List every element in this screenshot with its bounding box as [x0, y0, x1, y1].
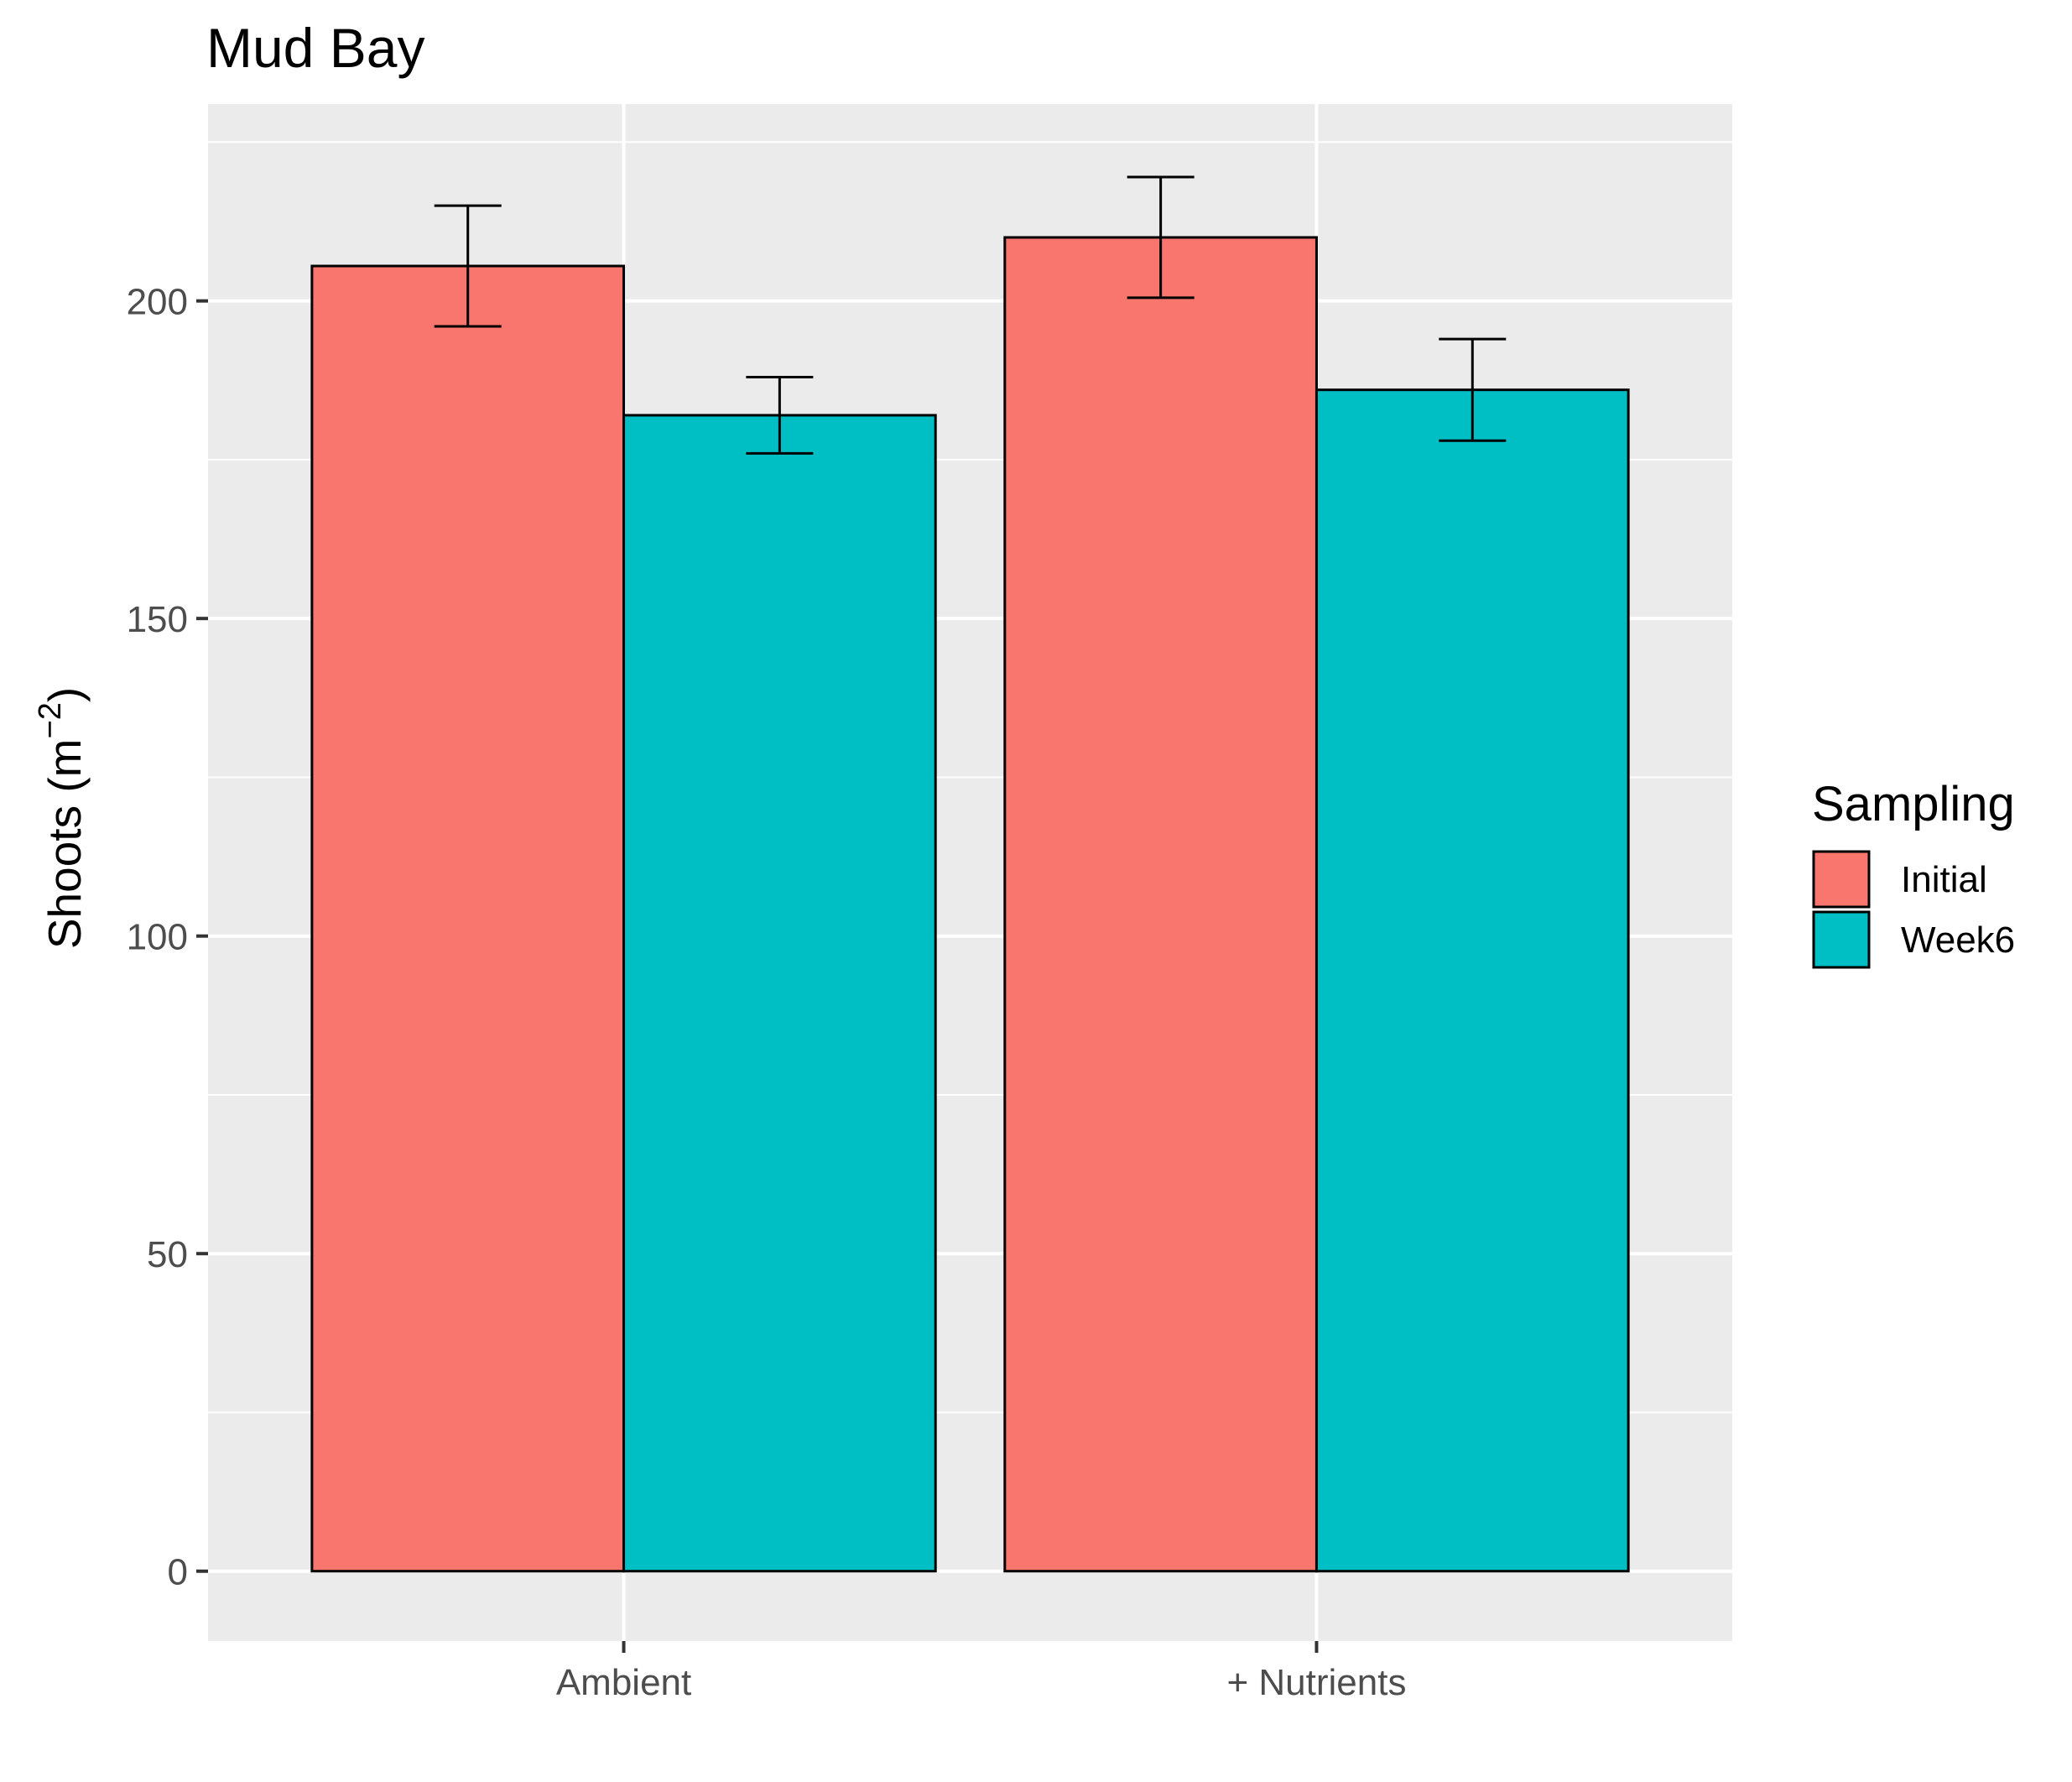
y-axis-title-superscript: −2 [33, 702, 68, 738]
x-tick-label: Ambient [556, 1662, 691, 1703]
bar-initial-2 [1003, 236, 1318, 1573]
legend-key-initial [1812, 850, 1871, 909]
y-axis-title-main: Shoots (m [39, 739, 91, 950]
error-bar-initial-1 [434, 204, 502, 328]
y-axis-title: Shoots (m−2) [33, 687, 91, 949]
error-bar-week6-2 [1439, 337, 1507, 442]
legend-key-week6 [1812, 910, 1871, 969]
y-tick-label: 150 [127, 599, 188, 640]
bar-week6-1 [622, 414, 937, 1573]
error-bar-initial-2 [1127, 175, 1195, 300]
bars [310, 236, 1630, 1573]
y-tick-label: 50 [147, 1234, 188, 1275]
y-tick-label: 200 [127, 282, 188, 323]
y-axis-title-close: ) [39, 687, 91, 702]
x-tick-label: + Nutrients [1226, 1662, 1406, 1703]
legend-label-week6: Week6 [1901, 920, 2015, 961]
legend-title: Sampling [1812, 777, 2015, 831]
legend: Sampling Initial Week6 [1812, 777, 2015, 969]
y-axis: 0 50 100 150 200 [127, 282, 208, 1593]
error-bars [434, 175, 1507, 455]
legend-label-initial: Initial [1901, 859, 1987, 900]
y-tick-label: 100 [127, 917, 188, 958]
bar-initial-1 [310, 264, 626, 1573]
error-bar-week6-1 [746, 376, 814, 455]
bar-week6-2 [1315, 388, 1630, 1573]
chart-title: Mud Bay [206, 17, 424, 79]
x-axis: Ambient + Nutrients [556, 1641, 1406, 1703]
y-tick-label: 0 [168, 1552, 188, 1593]
